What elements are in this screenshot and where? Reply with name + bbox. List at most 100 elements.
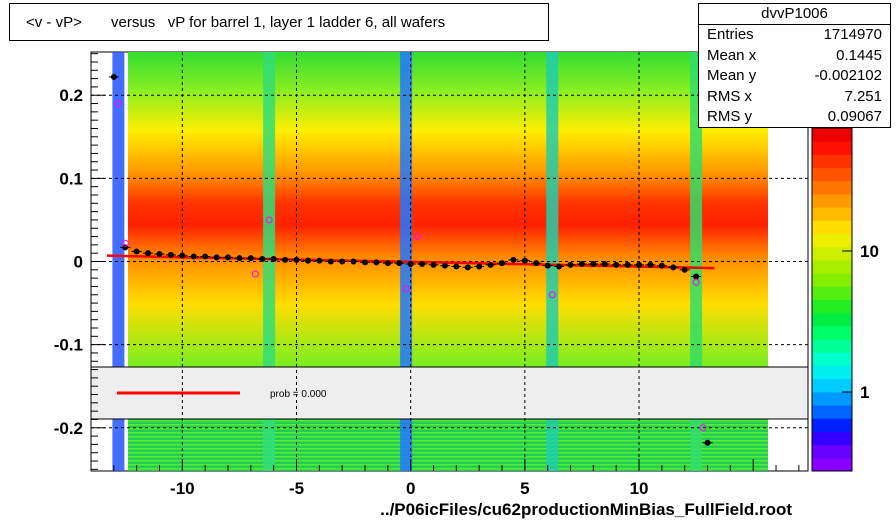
z-color-cell bbox=[812, 207, 852, 221]
profile-point bbox=[350, 258, 357, 265]
profile-point bbox=[704, 439, 711, 446]
stats-rmsy-label: RMS y bbox=[707, 108, 752, 125]
heatmap-lower bbox=[128, 419, 768, 471]
z-scale-frame bbox=[811, 127, 853, 472]
axis-ticks: -10 -5 0 5 10 -0.2 -0.1 0 0.1 0.2 bbox=[54, 53, 800, 498]
y-tick-label: -0.2 bbox=[54, 419, 83, 438]
z-color-scale bbox=[811, 127, 853, 472]
z-color-cell bbox=[812, 286, 852, 300]
profile-point bbox=[636, 261, 643, 268]
profile-point bbox=[282, 256, 289, 263]
stripe-column-lower-0 bbox=[112, 419, 125, 471]
z-color-cell bbox=[812, 299, 852, 314]
z-color-cell bbox=[812, 220, 852, 235]
z-color-cell bbox=[812, 154, 852, 169]
legend-label: prob = 0.000 bbox=[270, 389, 327, 400]
profile-point bbox=[156, 251, 163, 258]
profile-point bbox=[601, 260, 608, 267]
stats-box: dvvP1006 Entries 1714970 Mean x 0.1445 Mea… bbox=[698, 3, 891, 128]
stats-entries-row: Entries 1714970 bbox=[699, 25, 890, 46]
z-color-cell bbox=[812, 352, 852, 366]
z-color-cell bbox=[812, 180, 852, 195]
stripe-column-lower-4 bbox=[690, 419, 703, 471]
open-marker bbox=[402, 285, 410, 293]
open-marker bbox=[265, 216, 273, 224]
profile-point bbox=[316, 257, 323, 264]
profile-point bbox=[658, 262, 665, 269]
profile-point bbox=[167, 251, 174, 258]
open-marker bbox=[414, 233, 422, 241]
stats-rmsx-label: RMS x bbox=[707, 87, 752, 105]
profile-point bbox=[464, 264, 471, 271]
profile-point bbox=[270, 256, 277, 263]
profile-point bbox=[510, 256, 517, 263]
profile-point bbox=[179, 252, 186, 259]
profile-point bbox=[247, 255, 254, 262]
stats-meanx-row: Mean x 0.1445 bbox=[699, 46, 890, 67]
x-tick-label: 0 bbox=[406, 479, 415, 498]
stats-name: dvvP1006 bbox=[699, 4, 890, 25]
profile-point bbox=[213, 254, 220, 261]
stripe-column-3 bbox=[546, 52, 559, 367]
z-color-cell bbox=[812, 259, 852, 274]
profile-point bbox=[670, 264, 677, 271]
y-tick-label: 0.2 bbox=[59, 86, 83, 105]
file-path-label: ../P06icFiles/cu62productionMinBias_Full… bbox=[380, 500, 792, 519]
z-color-cell bbox=[812, 418, 852, 432]
z-tick-label: 10 bbox=[860, 242, 879, 261]
stats-meanx-value: 0.1445 bbox=[836, 46, 882, 64]
profile-point bbox=[476, 263, 483, 270]
stats-meany-value: -0.002102 bbox=[814, 67, 882, 84]
profile-point bbox=[590, 260, 597, 267]
z-color-cell bbox=[812, 233, 852, 248]
profile-point bbox=[521, 257, 528, 264]
profile-point bbox=[453, 263, 460, 270]
profile-point bbox=[133, 248, 140, 255]
z-color-cell bbox=[812, 444, 852, 459]
profile-point bbox=[304, 257, 311, 264]
stats-rmsy-row: RMS y 0.09067 bbox=[699, 107, 890, 128]
stripe-column-lower-2 bbox=[400, 419, 413, 471]
profile-point bbox=[407, 260, 414, 267]
profile-point bbox=[384, 260, 391, 267]
open-marker bbox=[692, 278, 700, 286]
z-color-cell bbox=[812, 431, 852, 446]
profile-point bbox=[693, 273, 700, 280]
profile-point bbox=[533, 260, 540, 267]
z-color-cell bbox=[812, 325, 852, 340]
profile-point bbox=[556, 263, 563, 270]
profile-point bbox=[578, 260, 585, 267]
stats-meany-label: Mean y bbox=[707, 67, 757, 84]
stats-meany-row: Mean y -0.002102 bbox=[699, 66, 890, 87]
z-color-cell bbox=[812, 405, 852, 419]
open-marker bbox=[114, 100, 122, 108]
profile-point bbox=[339, 258, 346, 265]
stats-rmsx-value: 7.251 bbox=[844, 87, 882, 105]
profile-point bbox=[441, 262, 448, 269]
open-markers bbox=[114, 100, 707, 432]
profile-point bbox=[396, 260, 403, 267]
x-tick-label: -5 bbox=[289, 479, 304, 498]
x-tick-label: -10 bbox=[170, 479, 195, 498]
stats-entries-label: Entries bbox=[707, 26, 754, 43]
profile-point bbox=[327, 258, 334, 265]
z-color-cell bbox=[812, 457, 852, 472]
profile-point bbox=[110, 73, 117, 80]
open-marker bbox=[699, 424, 707, 432]
stripe-column-4 bbox=[690, 52, 703, 367]
profile-point bbox=[225, 254, 232, 261]
open-marker bbox=[251, 270, 259, 278]
z-color-cell bbox=[812, 391, 852, 406]
grid-lines bbox=[91, 52, 808, 471]
x-tick-label: 5 bbox=[520, 479, 529, 498]
plot-title: <v - vP> versus vP for barrel 1, layer 1… bbox=[9, 3, 549, 41]
open-marker bbox=[548, 291, 556, 299]
stripe-column-0 bbox=[112, 52, 125, 367]
profile-point bbox=[362, 259, 369, 266]
profile-point bbox=[202, 253, 209, 260]
y-tick-label: 0 bbox=[74, 253, 83, 272]
z-color-cell bbox=[812, 312, 852, 327]
profile-point bbox=[190, 253, 197, 260]
profile-point bbox=[567, 261, 574, 268]
profile-point bbox=[145, 250, 152, 257]
